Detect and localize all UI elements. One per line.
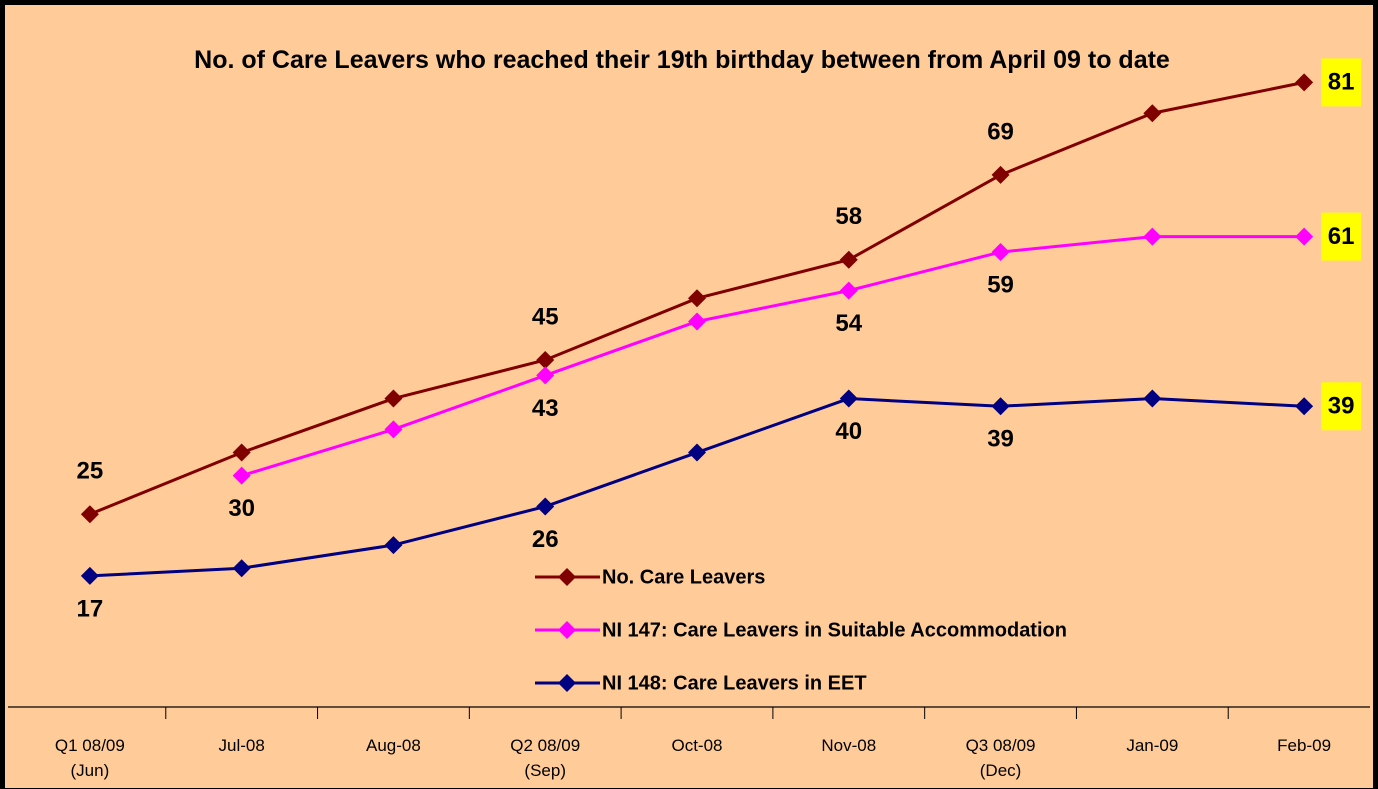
data-label: 61 [1328, 223, 1355, 250]
data-label: 39 [1328, 393, 1355, 420]
data-point [1143, 389, 1162, 408]
x-tick-label: Q1 08/09 (Jun) [54, 736, 125, 780]
data-point [839, 250, 858, 269]
data-point [1143, 227, 1162, 246]
data-point [536, 366, 555, 385]
data-label: 25 [77, 458, 104, 485]
data-point [384, 420, 403, 439]
data-point [384, 536, 403, 555]
x-tick-label: Nov-08 [821, 736, 877, 755]
x-tick-label: Q3 08/09 (Dec) [965, 736, 1036, 780]
legend-marker [558, 621, 576, 639]
data-point [80, 566, 99, 585]
legend-label: No. Care Leavers [602, 566, 765, 588]
chart-background [5, 5, 1373, 788]
data-point [80, 505, 99, 524]
data-label: 43 [532, 395, 559, 422]
legend-marker [558, 674, 576, 692]
data-point [232, 466, 251, 485]
data-point [536, 351, 555, 369]
data-point [232, 443, 251, 462]
data-point [536, 497, 555, 516]
data-point [1295, 73, 1314, 92]
data-point [991, 165, 1010, 184]
data-point [1295, 397, 1314, 416]
series-line [241, 235, 1305, 478]
data-label: 45 [532, 303, 559, 330]
data-point [688, 312, 706, 331]
data-label: 81 [1328, 69, 1355, 96]
data-point [232, 559, 251, 578]
data-label: 17 [77, 595, 104, 622]
data-label: 58 [835, 203, 862, 230]
data-point [839, 389, 858, 408]
data-label: 26 [532, 526, 559, 553]
data-label: 69 [987, 118, 1014, 145]
data-label: 59 [987, 271, 1014, 298]
data-point [688, 443, 706, 462]
data-label: 40 [835, 418, 862, 445]
data-label: 30 [228, 495, 255, 522]
data-point [991, 397, 1010, 416]
x-tick-label: Jul-08 [218, 736, 265, 755]
data-point [1295, 227, 1314, 246]
x-tick-label: Feb-09 [1277, 736, 1332, 755]
data-point [688, 289, 706, 308]
chart-title: No. of Care Leavers who reached their 19… [194, 46, 1170, 74]
data-point [991, 243, 1010, 262]
x-tick-label: Oct-08 [671, 736, 723, 755]
data-point [839, 281, 858, 300]
legend-label: NI 147: Care Leavers in Suitable Accommo… [602, 619, 1067, 641]
x-tick-label: Aug-08 [366, 736, 421, 755]
x-tick-label: Jan-09 [1126, 736, 1179, 755]
legend-label: NI 148: Care Leavers in EET [602, 672, 867, 694]
legend-marker [558, 568, 576, 586]
label-highlight [1321, 58, 1362, 107]
label-highlight [1321, 212, 1362, 261]
data-label: 54 [835, 310, 862, 337]
data-label: 39 [987, 426, 1014, 453]
x-tick-label: Q2 08/09 (Sep) [510, 736, 581, 780]
label-highlight [1321, 382, 1362, 431]
data-point [384, 389, 403, 408]
data-point [1143, 104, 1162, 123]
